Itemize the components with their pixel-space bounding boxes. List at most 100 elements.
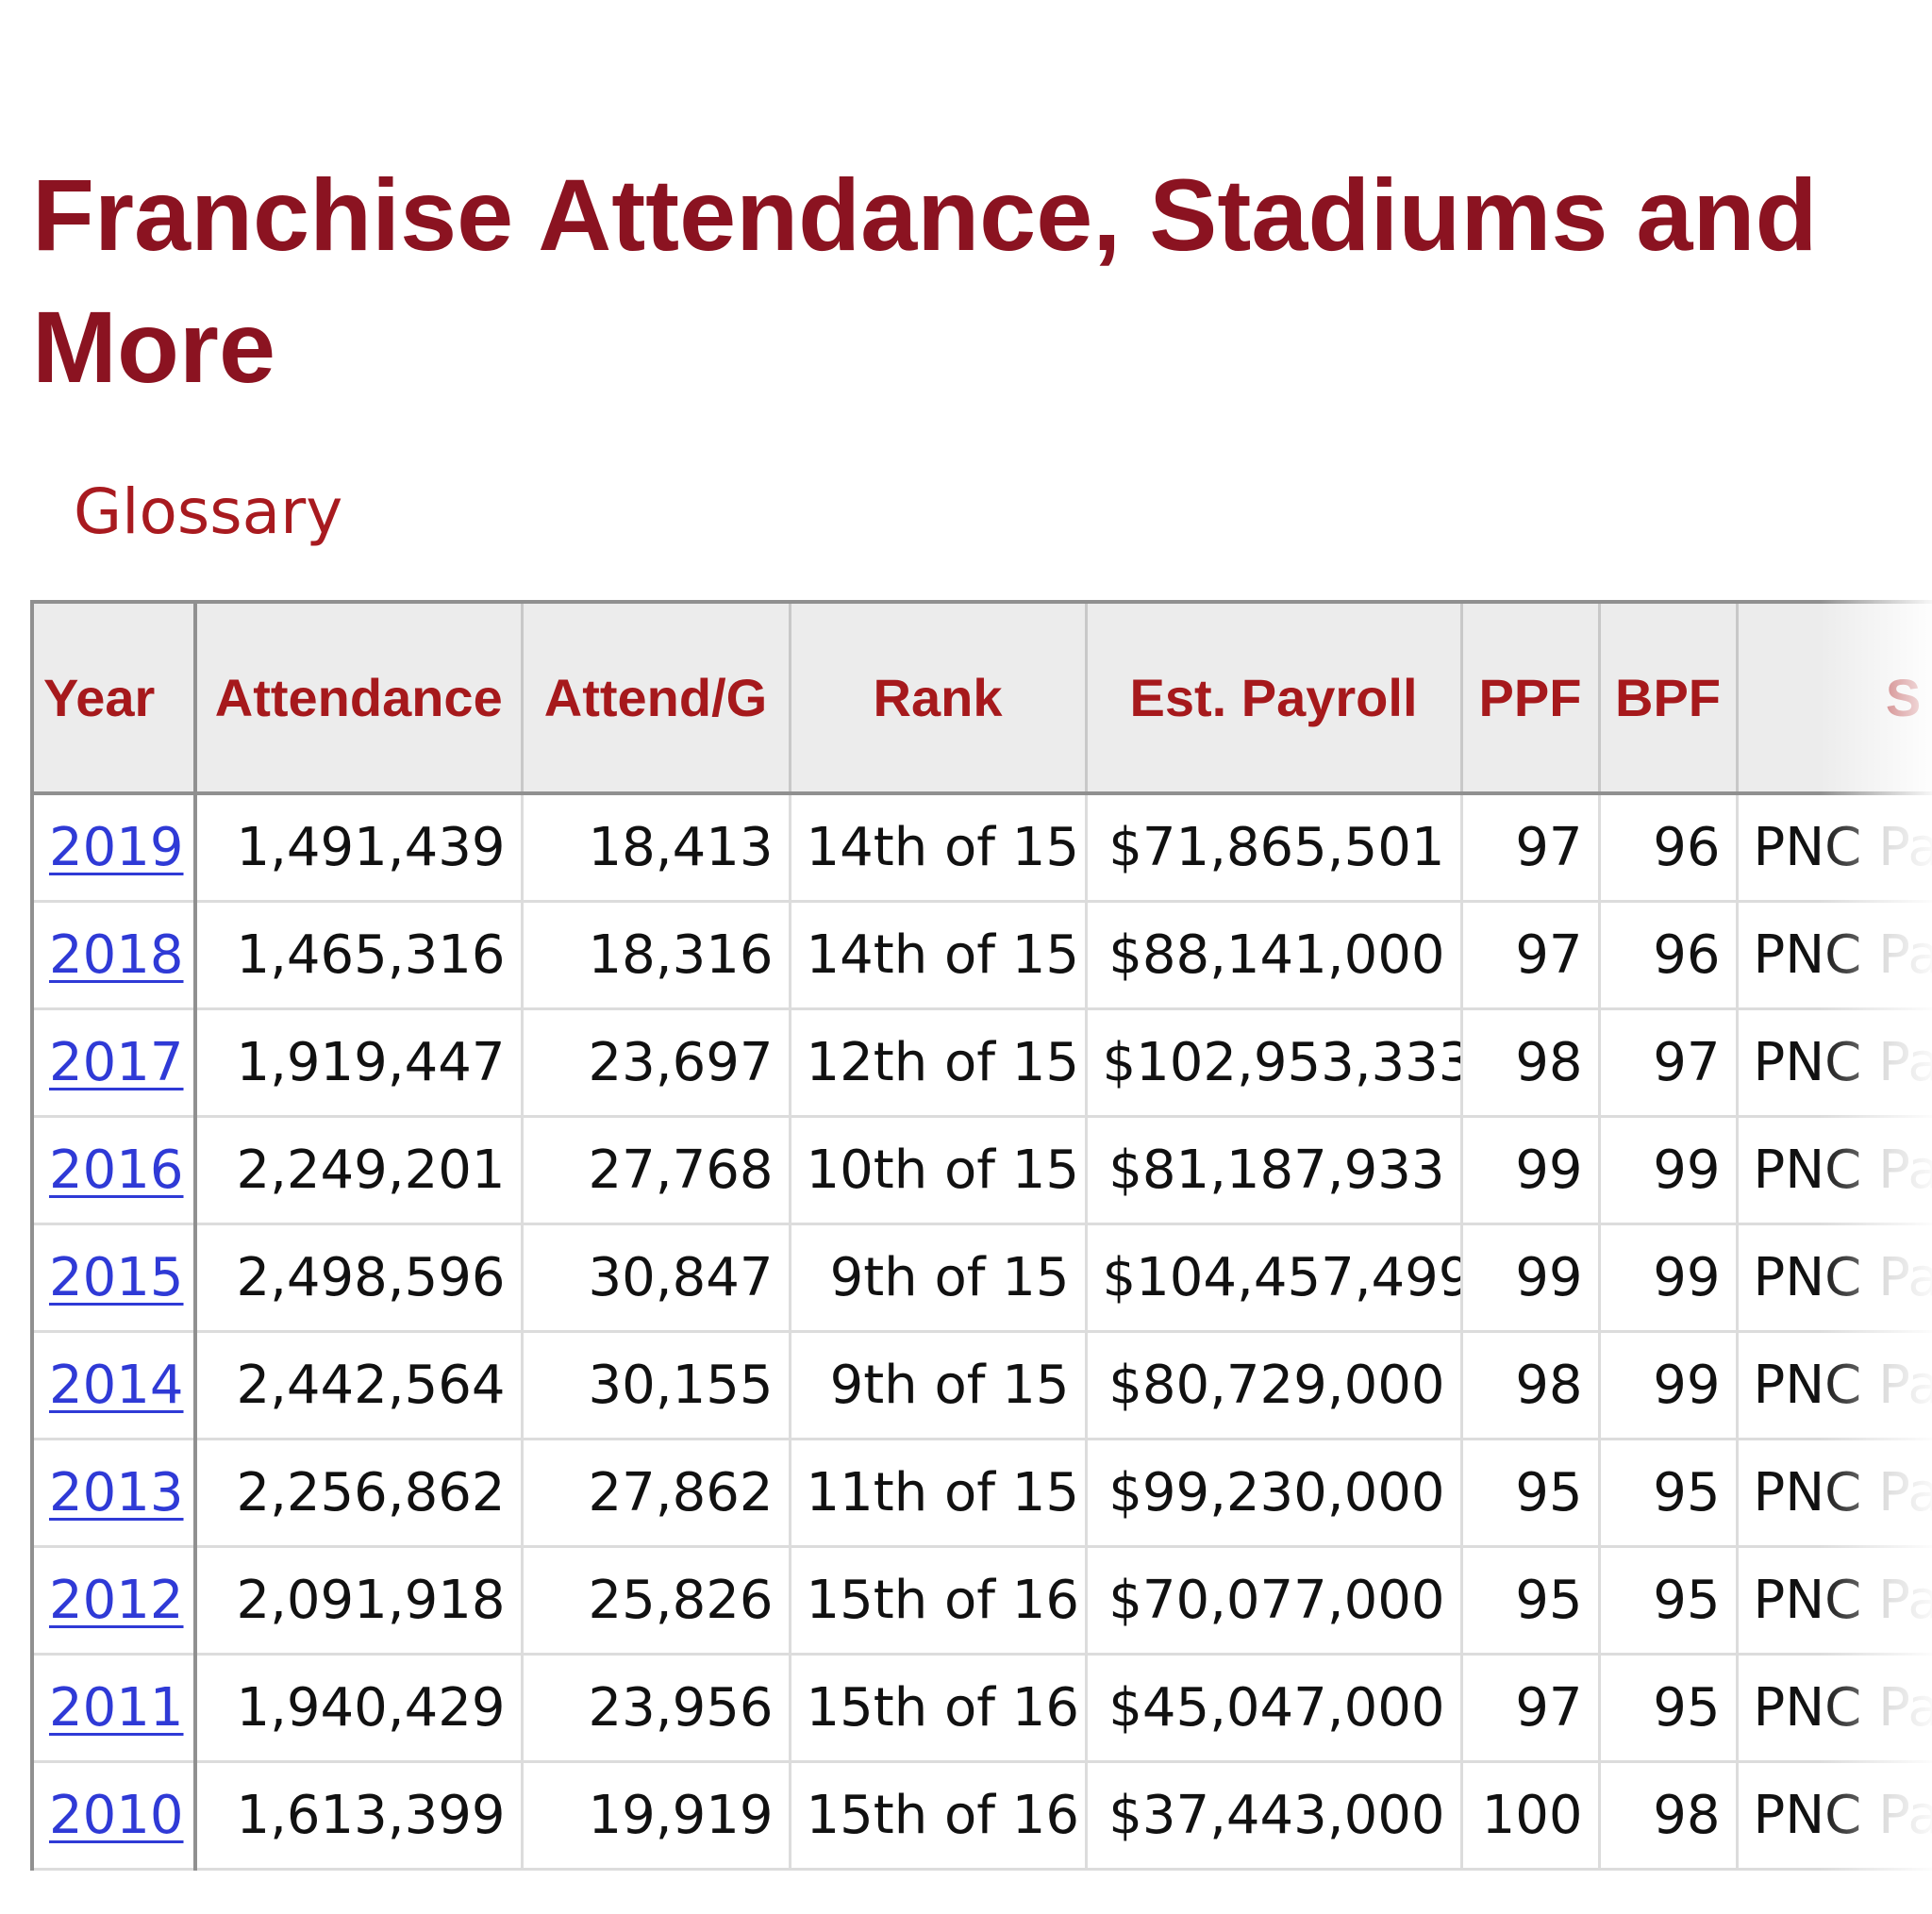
table-row: 2013 2,256,862 27,862 11th of 15 $99,230,000…	[30, 1438, 1932, 1548]
cell-bpf: 99	[1597, 1330, 1739, 1440]
table-header-row: Year Attendance Attend/G Rank Est. Payro…	[30, 600, 1932, 795]
cell-attend-per-game: 23,956	[520, 1653, 791, 1763]
cell-est-payroll: $71,865,501	[1084, 791, 1463, 903]
header-bpf[interactable]: BPF	[1597, 600, 1739, 795]
cell-ppf: 97	[1459, 791, 1601, 903]
cell-stadium: PNC Pa	[1735, 1545, 1932, 1656]
table-row: 2014 2,442,564 30,155 9th of 15 $80,729,000 9…	[30, 1330, 1932, 1440]
year-link[interactable]: 2013	[49, 1462, 184, 1523]
table-row: 2019 1,491,439 18,413 14th of 15 $71,865,501…	[30, 791, 1932, 903]
cell-bpf: 96	[1597, 791, 1739, 903]
cell-attend-per-game: 27,862	[520, 1438, 791, 1548]
cell-year: 2012	[30, 1545, 197, 1656]
attendance-table-container[interactable]: Year Attendance Attend/G Rank Est. Payro…	[30, 600, 1932, 1914]
cell-ppf: 95	[1459, 1438, 1601, 1548]
table-row: 2015 2,498,596 30,847 9th of 15 $104,457,499…	[30, 1223, 1932, 1333]
cell-stadium: PNC Pa	[1735, 1330, 1932, 1440]
glossary-link[interactable]: Glossary	[74, 475, 343, 548]
cell-attend-per-game: 23,697	[520, 1007, 791, 1118]
cell-bpf: 95	[1597, 1545, 1739, 1656]
cell-est-payroll: $37,443,000	[1084, 1760, 1463, 1871]
cell-ppf: 97	[1459, 1653, 1601, 1763]
page-title: Franchise Attendance, Stadiums and More	[32, 158, 1818, 404]
year-link[interactable]: 2017	[49, 1032, 184, 1093]
cell-attendance: 1,919,447	[193, 1007, 524, 1118]
cell-stadium: PNC Pa	[1735, 1115, 1932, 1225]
year-link[interactable]: 2018	[49, 924, 184, 986]
year-link[interactable]: 2019	[49, 817, 184, 878]
cell-rank: 9th of 15	[788, 1330, 1088, 1440]
header-year[interactable]: Year	[30, 600, 197, 795]
stadium-name-start: PNC	[1753, 924, 1862, 986]
cell-ppf: 97	[1459, 900, 1601, 1010]
table-row: 2010 1,613,399 19,919 15th of 16 $37,443,000…	[30, 1760, 1932, 1871]
cell-est-payroll: $80,729,000	[1084, 1330, 1463, 1440]
cell-est-payroll: $45,047,000	[1084, 1653, 1463, 1763]
cell-attend-per-game: 18,413	[520, 791, 791, 903]
cell-bpf: 99	[1597, 1115, 1739, 1225]
cell-ppf: 95	[1459, 1545, 1601, 1656]
header-attend-per-game[interactable]: Attend/G	[520, 600, 791, 795]
cell-attendance: 2,256,862	[193, 1438, 524, 1548]
cell-attendance: 2,442,564	[193, 1330, 524, 1440]
cell-bpf: 95	[1597, 1653, 1739, 1763]
header-rank[interactable]: Rank	[788, 600, 1088, 795]
cell-year: 2014	[30, 1330, 197, 1440]
year-link[interactable]: 2016	[49, 1140, 184, 1201]
year-link[interactable]: 2014	[49, 1355, 184, 1416]
stadium-name-start: PNC	[1753, 1462, 1862, 1523]
cell-stadium: PNC Pa	[1735, 1438, 1932, 1548]
year-link[interactable]: 2011	[49, 1677, 184, 1739]
stadium-name-rest: Pa	[1878, 1570, 1932, 1631]
header-stadium[interactable]: S	[1735, 600, 1932, 795]
cell-attend-per-game: 25,826	[520, 1545, 791, 1656]
cell-ppf: 99	[1459, 1115, 1601, 1225]
year-link[interactable]: 2012	[49, 1570, 184, 1631]
year-link[interactable]: 2010	[49, 1785, 184, 1846]
cell-year: 2016	[30, 1115, 197, 1225]
year-link[interactable]: 2015	[49, 1247, 184, 1308]
cell-rank: 14th of 15	[788, 791, 1088, 903]
cell-year: 2019	[30, 791, 197, 903]
stadium-name-start: PNC	[1753, 1355, 1862, 1416]
cell-attendance: 2,498,596	[193, 1223, 524, 1333]
cell-est-payroll: $70,077,000	[1084, 1545, 1463, 1656]
stadium-name-rest: Pa	[1878, 1247, 1932, 1308]
cell-rank: 15th of 16	[788, 1653, 1088, 1763]
stadium-name-start: PNC	[1753, 1247, 1862, 1308]
cell-rank: 11th of 15	[788, 1438, 1088, 1548]
cell-attendance: 1,613,399	[193, 1760, 524, 1871]
stadium-name-rest: Pa	[1878, 1355, 1932, 1416]
stadium-name-rest: Pa	[1878, 1677, 1932, 1739]
cell-rank: 14th of 15	[788, 900, 1088, 1010]
cell-bpf: 95	[1597, 1438, 1739, 1548]
header-est-payroll[interactable]: Est. Payroll	[1084, 600, 1463, 795]
cell-year: 2011	[30, 1653, 197, 1763]
cell-year: 2015	[30, 1223, 197, 1333]
stadium-name-start: PNC	[1753, 1785, 1862, 1846]
header-attendance[interactable]: Attendance	[193, 600, 524, 795]
cell-attendance: 1,940,429	[193, 1653, 524, 1763]
cell-year: 2010	[30, 1760, 197, 1871]
cell-rank: 10th of 15	[788, 1115, 1088, 1225]
cell-ppf: 100	[1459, 1760, 1601, 1871]
cell-stadium: PNC Pa	[1735, 900, 1932, 1010]
stadium-name-rest: Pa	[1878, 1140, 1932, 1201]
cell-year: 2017	[30, 1007, 197, 1118]
stadium-name-start: PNC	[1753, 1032, 1862, 1093]
cell-bpf: 97	[1597, 1007, 1739, 1118]
stadium-name-rest: Pa	[1878, 817, 1932, 878]
table-row: 2011 1,940,429 23,956 15th of 16 $45,047,000…	[30, 1653, 1932, 1763]
cell-stadium: PNC Pa	[1735, 1653, 1932, 1763]
cell-rank: 15th of 16	[788, 1545, 1088, 1656]
cell-attend-per-game: 19,919	[520, 1760, 791, 1871]
cell-attendance: 2,249,201	[193, 1115, 524, 1225]
stadium-name-rest: Pa	[1878, 1032, 1932, 1093]
cell-attend-per-game: 27,768	[520, 1115, 791, 1225]
stadium-name-start: PNC	[1753, 1140, 1862, 1201]
cell-ppf: 98	[1459, 1330, 1601, 1440]
header-ppf[interactable]: PPF	[1459, 600, 1601, 795]
attendance-table: Year Attendance Attend/G Rank Est. Payro…	[30, 600, 1932, 1871]
cell-attendance: 1,465,316	[193, 900, 524, 1010]
cell-ppf: 98	[1459, 1007, 1601, 1118]
